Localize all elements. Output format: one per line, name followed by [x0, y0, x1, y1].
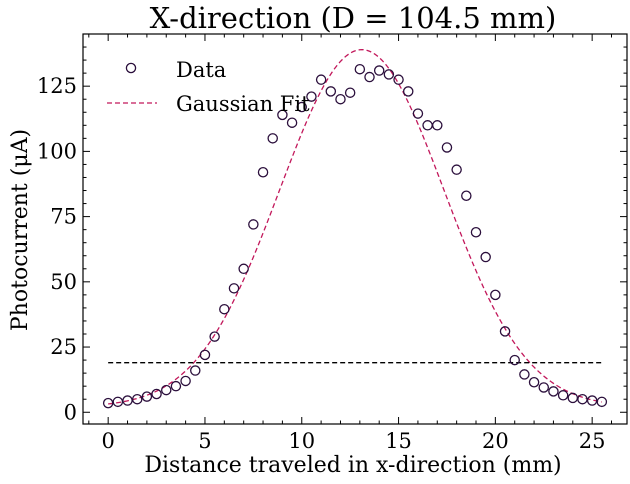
data-point: [354, 63, 366, 75]
data-point: [567, 392, 579, 404]
y-tick-label: 75: [50, 205, 77, 229]
legend-fit-label: Gaussian Fit: [176, 92, 310, 116]
data-point: [432, 120, 443, 131]
data-point: [596, 396, 608, 408]
axes-frame: [82, 33, 628, 425]
data-point: [151, 388, 162, 400]
data-point: [335, 93, 346, 105]
legend-data-label: Data: [176, 58, 226, 82]
y-tick-label: 50: [50, 270, 77, 294]
data-point: [170, 380, 182, 392]
data-point: [557, 390, 569, 401]
data-point: [441, 142, 453, 153]
data-point: [112, 396, 124, 408]
gaussian-fit-line: [108, 48, 602, 405]
x-tick-label: 5: [198, 429, 211, 453]
data-point: [325, 86, 337, 97]
chart-title: X-direction (D = 104.5 mm): [150, 1, 557, 35]
data-point: [364, 71, 375, 83]
data-point: [577, 393, 588, 405]
y-axis-label: Photocurrent (μA): [8, 129, 33, 331]
data-point: [451, 164, 462, 175]
y-tick-label: 0: [64, 400, 77, 424]
data-point: [296, 101, 308, 113]
y-tick-labels: 0 25 50 75 100 125: [37, 74, 77, 424]
y-tick-label: 25: [50, 335, 77, 359]
legend: Data Gaussian Fit: [107, 58, 310, 116]
data-point: [277, 109, 288, 121]
y-tick-label: 125: [37, 74, 77, 98]
x-tick-label: 20: [482, 429, 509, 453]
data-point: [470, 227, 482, 238]
data-point: [499, 326, 511, 337]
data-point: [209, 331, 220, 342]
x-tick-labels: 0 5 10 15 20 25: [101, 429, 605, 453]
data-point: [160, 384, 172, 396]
data-point: [190, 365, 201, 376]
data-point: [538, 382, 550, 393]
data-point: [238, 263, 249, 275]
x-tick-label: 10: [288, 429, 315, 453]
data-point: [131, 393, 143, 405]
x-tick-label: 25: [579, 429, 606, 453]
data-point: [315, 74, 327, 85]
data-point: [422, 120, 433, 131]
data-point: [490, 289, 501, 301]
legend-data-marker: [125, 62, 137, 74]
data-point: [248, 219, 259, 230]
y-tick-label: 100: [37, 139, 77, 163]
data-point: [509, 354, 520, 366]
data-point: [180, 375, 191, 387]
data-point: [548, 386, 559, 397]
data-points: [102, 63, 608, 409]
data-point: [228, 283, 240, 294]
data-point: [393, 74, 404, 85]
data-point: [383, 69, 395, 80]
data-point: [528, 377, 540, 388]
data-point: [402, 86, 414, 97]
data-point: [286, 117, 298, 128]
data-point: [461, 190, 472, 201]
data-point: [219, 303, 230, 315]
plot-area: [102, 48, 608, 409]
data-point: [306, 91, 317, 102]
data-point: [257, 167, 269, 178]
x-tick-label: 0: [101, 429, 114, 453]
data-point: [412, 108, 424, 119]
data-point: [344, 87, 356, 98]
data-point: [519, 369, 530, 380]
data-point: [267, 133, 278, 144]
data-point: [199, 349, 211, 361]
data-point: [373, 65, 385, 76]
x-tick-label: 15: [385, 429, 412, 453]
data-point: [480, 251, 491, 263]
fit-layer: [108, 48, 602, 405]
data-point: [141, 391, 153, 402]
x-axis-label: Distance traveled in x-direction (mm): [144, 453, 561, 478]
